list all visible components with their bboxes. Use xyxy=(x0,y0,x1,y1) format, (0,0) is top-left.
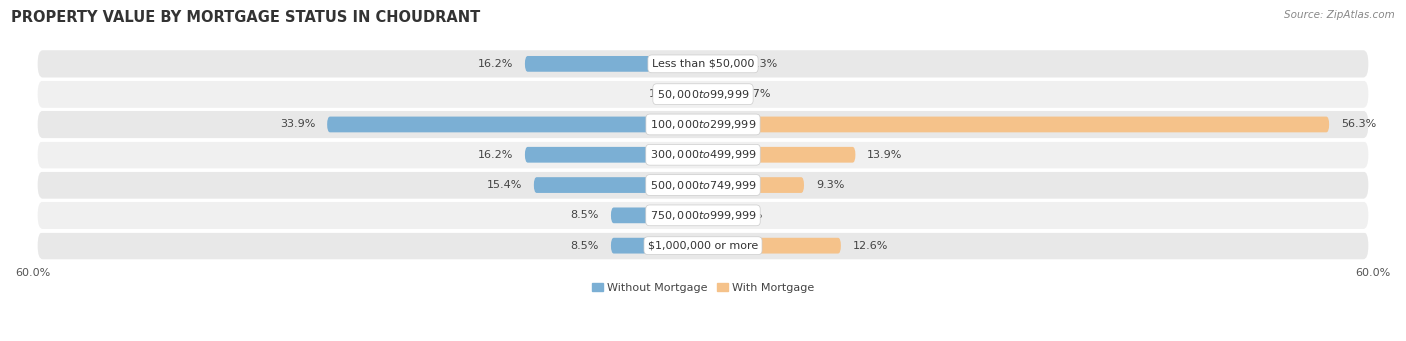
Text: 16.2%: 16.2% xyxy=(478,150,513,160)
FancyBboxPatch shape xyxy=(38,232,1368,259)
FancyBboxPatch shape xyxy=(38,202,1368,229)
Text: 16.2%: 16.2% xyxy=(478,59,513,69)
Text: 15.4%: 15.4% xyxy=(486,180,522,190)
Text: Source: ZipAtlas.com: Source: ZipAtlas.com xyxy=(1284,10,1395,20)
Text: $300,000 to $499,999: $300,000 to $499,999 xyxy=(650,148,756,161)
FancyBboxPatch shape xyxy=(703,177,804,193)
FancyBboxPatch shape xyxy=(38,50,1368,77)
FancyBboxPatch shape xyxy=(38,172,1368,199)
Text: 33.9%: 33.9% xyxy=(280,119,315,130)
Text: 13.9%: 13.9% xyxy=(868,150,903,160)
Text: PROPERTY VALUE BY MORTGAGE STATUS IN CHOUDRANT: PROPERTY VALUE BY MORTGAGE STATUS IN CHO… xyxy=(11,10,481,25)
Text: 2.7%: 2.7% xyxy=(742,89,770,99)
FancyBboxPatch shape xyxy=(524,147,703,163)
Text: 8.5%: 8.5% xyxy=(571,241,599,251)
FancyBboxPatch shape xyxy=(703,117,1329,132)
Text: $50,000 to $99,999: $50,000 to $99,999 xyxy=(657,88,749,101)
FancyBboxPatch shape xyxy=(703,238,841,253)
Text: 1.5%: 1.5% xyxy=(650,89,678,99)
FancyBboxPatch shape xyxy=(38,111,1368,138)
Text: 2.0%: 2.0% xyxy=(734,210,762,220)
Legend: Without Mortgage, With Mortgage: Without Mortgage, With Mortgage xyxy=(588,279,818,298)
FancyBboxPatch shape xyxy=(612,207,703,223)
FancyBboxPatch shape xyxy=(689,86,703,102)
FancyBboxPatch shape xyxy=(703,147,855,163)
Text: $1,000,000 or more: $1,000,000 or more xyxy=(648,241,758,251)
Text: $500,000 to $749,999: $500,000 to $749,999 xyxy=(650,179,756,192)
FancyBboxPatch shape xyxy=(534,177,703,193)
FancyBboxPatch shape xyxy=(38,141,1368,168)
FancyBboxPatch shape xyxy=(38,80,1368,108)
Text: $100,000 to $299,999: $100,000 to $299,999 xyxy=(650,118,756,131)
Text: $750,000 to $999,999: $750,000 to $999,999 xyxy=(650,209,756,222)
Text: 56.3%: 56.3% xyxy=(1341,119,1376,130)
FancyBboxPatch shape xyxy=(703,86,730,102)
FancyBboxPatch shape xyxy=(612,238,703,253)
Text: 8.5%: 8.5% xyxy=(571,210,599,220)
FancyBboxPatch shape xyxy=(703,207,723,223)
Text: Less than $50,000: Less than $50,000 xyxy=(652,59,754,69)
Text: 12.6%: 12.6% xyxy=(852,241,889,251)
FancyBboxPatch shape xyxy=(328,117,703,132)
Text: 3.3%: 3.3% xyxy=(749,59,778,69)
FancyBboxPatch shape xyxy=(703,56,737,72)
Text: 9.3%: 9.3% xyxy=(815,180,844,190)
FancyBboxPatch shape xyxy=(524,56,703,72)
